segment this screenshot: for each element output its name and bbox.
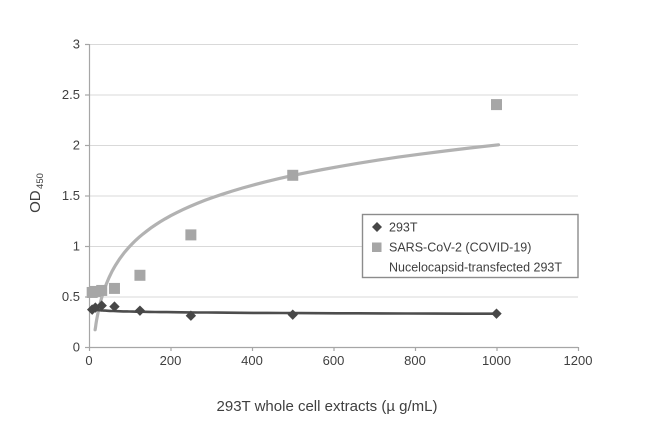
data-point-square — [96, 284, 108, 296]
y-tick-label: 3 — [73, 37, 80, 52]
series-sars-cov-2 — [86, 99, 502, 332]
axes — [85, 43, 580, 351]
data-point-diamond — [109, 301, 120, 312]
legend-entry-sars-line1: SARS-CoV-2 (COVID-19) — [389, 241, 531, 255]
y-tick-labels: 0 0.5 1 1.5 2 2.5 3 — [62, 37, 80, 355]
x-tick-label: 600 — [323, 353, 345, 368]
y-tick-label: 1 — [73, 239, 80, 254]
data-point-diamond — [185, 310, 197, 321]
legend-diamond-marker-icon — [372, 222, 382, 232]
x-tick-label: 1000 — [482, 353, 511, 368]
y-tick-label: 2 — [73, 138, 80, 153]
y-tick-label: 0 — [73, 340, 80, 355]
gridlines — [89, 44, 578, 298]
data-point-diamond — [134, 305, 146, 316]
x-tick-label: 0 — [85, 353, 92, 368]
x-tick-label: 400 — [241, 353, 263, 368]
data-point-square — [108, 282, 120, 294]
data-point-square — [185, 229, 197, 241]
data-point-square — [89, 285, 101, 297]
legend[interactable]: 293T SARS-CoV-2 (COVID-19) Nucelocapsid-… — [361, 213, 579, 279]
data-series — [86, 99, 502, 332]
y-axis-title: OD450 — [27, 173, 46, 213]
data-point-square — [287, 169, 299, 181]
y-tick-label: 1.5 — [62, 188, 80, 203]
x-tick-labels: 0 200 400 600 800 1000 1200 — [85, 353, 592, 368]
y-tick-label: 2.5 — [62, 87, 80, 102]
y-tick-label: 0.5 — [62, 289, 80, 304]
legend-entry-293t: 293T — [389, 221, 418, 235]
x-axis-title: 293T whole cell extracts (µ g/mL) — [217, 398, 438, 415]
legend-entry-sars-line2: Nucelocapsid-transfected 293T — [389, 261, 562, 275]
legend-square-marker-icon — [372, 242, 382, 252]
data-point-square — [491, 99, 502, 111]
x-tick-label: 200 — [160, 353, 182, 368]
data-point-diamond — [491, 308, 502, 319]
data-point-diamond — [96, 300, 107, 311]
legend-box — [361, 213, 579, 279]
x-tick-label: 1200 — [564, 353, 593, 368]
x-tick-label: 800 — [404, 353, 426, 368]
data-point-square — [134, 269, 146, 281]
data-point-diamond — [287, 309, 298, 320]
series-293t — [86, 300, 502, 321]
y-axis-title-group: OD450 — [27, 173, 46, 213]
